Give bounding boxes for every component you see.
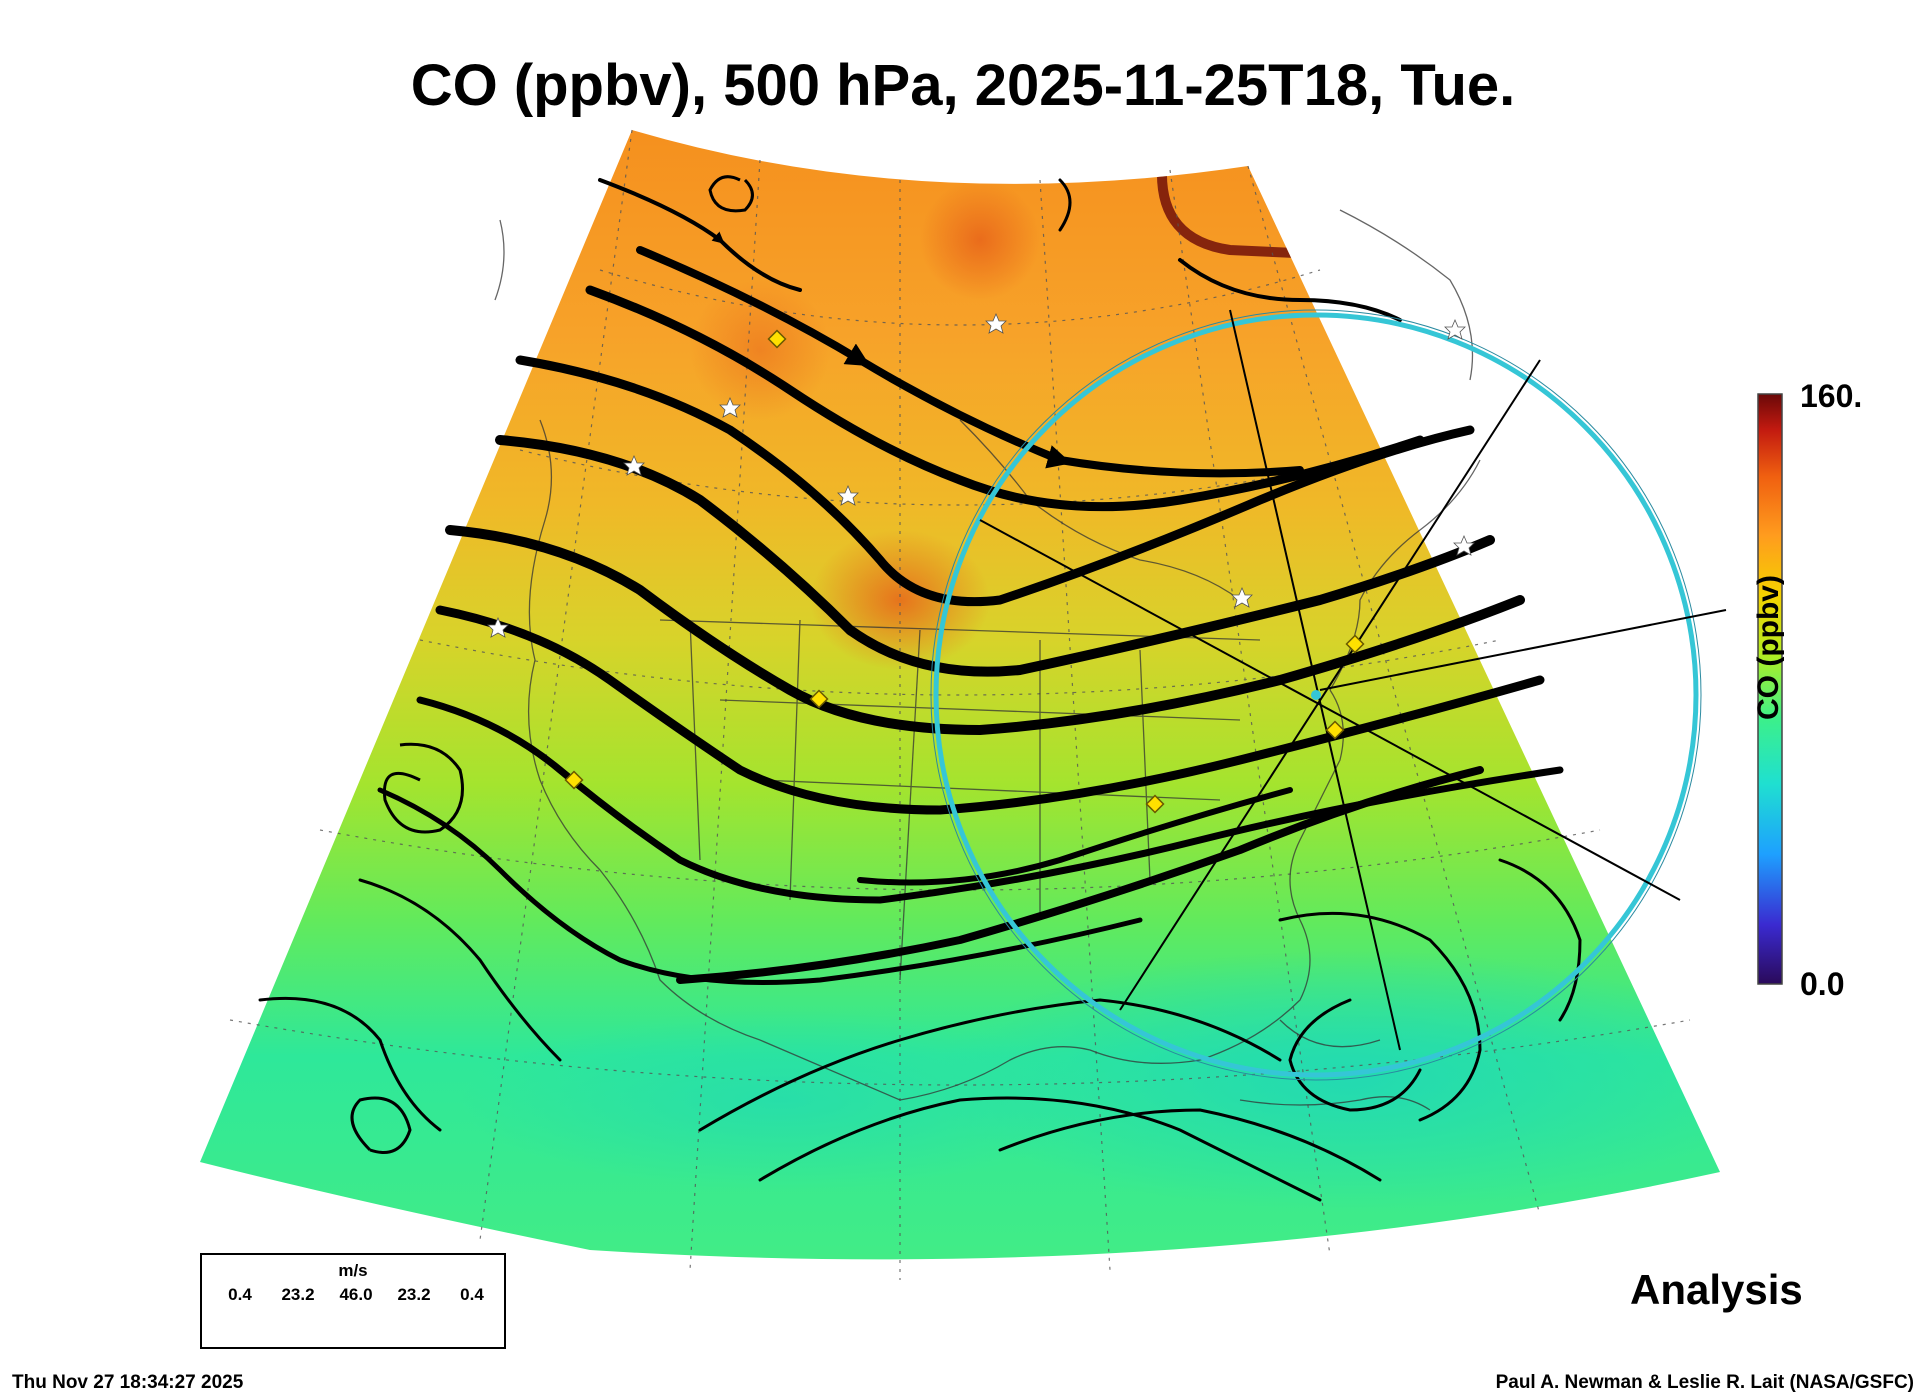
footer-credit: Paul A. Newman & Leslie R. Lait (NASA/GS… [1495,1372,1914,1393]
colorbar [1757,393,1783,985]
wind-legend-tick: 0.4 [228,1285,252,1304]
yellow-diamond-site-marker [564,329,1365,814]
wind-legend-tick: 23.2 [281,1285,315,1304]
footer-timestamp: Thu Nov 27 18:34:27 2025 [12,1372,244,1393]
site-markers [487,312,1475,814]
colorbar-title: CO (ppbv) [1752,575,1785,720]
cyan-circle-region [930,309,1727,1081]
wind-legend-unit: m/s [338,1261,368,1280]
white-star-site-marker [487,312,1475,638]
wind-streamlines [258,178,1582,1202]
co-field [200,130,1720,1260]
wind-legend: m/s 0.4 23.2 46.0 23.2 0.4 [200,1253,506,1349]
analysis-label: Analysis [1630,1266,1803,1313]
colorbar-min-label: 0.0 [1800,966,1845,1002]
wind-gyres [350,175,754,1154]
wind-legend-tick: 46.0 [339,1285,373,1304]
map-title: CO (ppbv), 500 hPa, 2025-11-25T18, Tue. [410,53,1516,118]
wind-legend-tick: 23.2 [397,1285,431,1304]
coastlines [494,209,1481,1111]
colorbar-max-label: 160. [1800,378,1863,414]
wind-legend-tick: 0.4 [460,1285,484,1304]
